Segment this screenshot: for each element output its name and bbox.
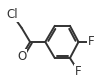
- Text: O: O: [17, 50, 26, 63]
- Text: F: F: [87, 35, 94, 48]
- Text: F: F: [75, 65, 82, 78]
- Text: Cl: Cl: [6, 8, 18, 21]
